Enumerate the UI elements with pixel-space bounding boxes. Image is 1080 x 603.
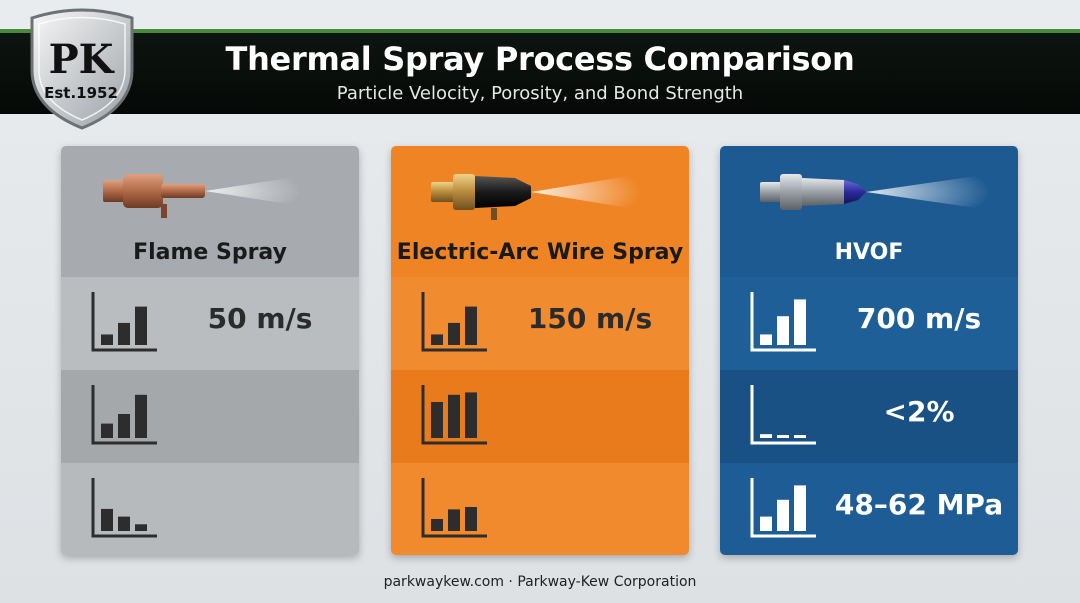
chart-axis <box>421 292 487 352</box>
header-band <box>0 29 1080 114</box>
logo-monogram: PK <box>48 36 114 83</box>
chart-axis <box>91 478 157 538</box>
chart-bar <box>794 435 806 438</box>
card-header: Flame Spray <box>61 146 359 277</box>
bar-chart-icon <box>421 385 487 445</box>
metric-row-velocity: 700 m/s <box>720 277 1018 370</box>
chart-bar <box>118 322 130 345</box>
chart-bar <box>448 322 460 345</box>
chart-bar <box>760 434 772 438</box>
logo-established: Est.1952 <box>44 84 118 102</box>
card-header: Electric-Arc Wire Spray <box>391 146 689 277</box>
company-logo: PK Est.1952 <box>26 8 138 132</box>
bar-chart-icon <box>91 292 157 352</box>
metric-value: 150 m/s <box>527 302 653 335</box>
arc-spray-nozzle-icon <box>431 174 641 220</box>
chart-bar <box>135 394 147 438</box>
bar-chart-icon <box>91 478 157 538</box>
chart-bar <box>465 306 477 345</box>
chart-bar <box>118 516 130 531</box>
chart-bar <box>760 516 772 531</box>
metric-row-porosity: <2% <box>720 370 1018 463</box>
chart-axis <box>91 292 157 352</box>
process-card-flame-spray: Flame Spray 50 m/s <box>61 146 359 555</box>
shield-icon <box>30 8 134 130</box>
chart-axis <box>750 478 816 538</box>
metric-row-bond-strength: 48–62 MPa <box>720 463 1018 555</box>
page-subtitle: Particle Velocity, Porosity, and Bond St… <box>336 83 744 104</box>
chart-bar <box>101 334 113 345</box>
footer-credit: parkwaykew.com · Parkway-Kew Corporation <box>383 574 697 590</box>
chart-bar <box>448 394 460 438</box>
bar-chart-icon <box>750 385 816 445</box>
bar-chart-icon <box>421 292 487 352</box>
metric-value: <2% <box>883 395 955 428</box>
metric-value: 700 m/s <box>856 302 982 335</box>
chart-bar <box>794 485 806 531</box>
process-card-hvof: HVOF 700 m/s <2% 48–62 MPa <box>720 146 1018 555</box>
chart-bar <box>101 423 113 438</box>
chart-bar <box>135 306 147 345</box>
chart-bar <box>431 334 443 345</box>
metric-row-velocity: 150 m/s <box>391 277 689 370</box>
chart-axis <box>750 385 816 445</box>
hvof-nozzle-icon <box>760 174 990 210</box>
chart-bar <box>118 414 130 438</box>
bar-chart-icon <box>750 292 816 352</box>
chart-bar <box>431 519 443 531</box>
flame-spray-nozzle-icon <box>103 174 301 218</box>
card-header: HVOF <box>720 146 1018 277</box>
chart-bar <box>777 499 789 531</box>
chart-bar <box>794 299 806 345</box>
chart-bar <box>465 507 477 531</box>
process-card-electric-arc: Electric-Arc Wire Spray 150 m/s <box>391 146 689 555</box>
bar-chart-icon <box>421 478 487 538</box>
chart-bar <box>431 402 443 438</box>
metric-row-bond-strength <box>61 463 359 555</box>
chart-bar <box>135 524 147 531</box>
chart-axis <box>421 385 487 445</box>
metric-row-porosity <box>391 370 689 463</box>
chart-axis <box>421 478 487 538</box>
chart-axis <box>91 385 157 445</box>
bar-chart-icon <box>91 385 157 445</box>
chart-bar <box>101 508 113 531</box>
chart-bar <box>777 316 789 345</box>
chart-bar <box>760 334 772 345</box>
metric-value: 48–62 MPa <box>834 488 1004 521</box>
metric-row-bond-strength <box>391 463 689 555</box>
chart-bar <box>465 392 477 438</box>
metric-row-porosity <box>61 370 359 463</box>
chart-bar <box>448 509 460 531</box>
chart-axis <box>750 292 816 352</box>
page-title: Thermal Spray Process Comparison <box>225 40 855 78</box>
bar-chart-icon <box>750 478 816 538</box>
metric-row-velocity: 50 m/s <box>61 277 359 370</box>
card-title: Flame Spray <box>133 240 287 265</box>
card-title: Electric-Arc Wire Spray <box>396 240 684 265</box>
chart-bar <box>777 435 789 438</box>
card-title: HVOF <box>834 240 904 265</box>
metric-value: 50 m/s <box>207 302 313 335</box>
